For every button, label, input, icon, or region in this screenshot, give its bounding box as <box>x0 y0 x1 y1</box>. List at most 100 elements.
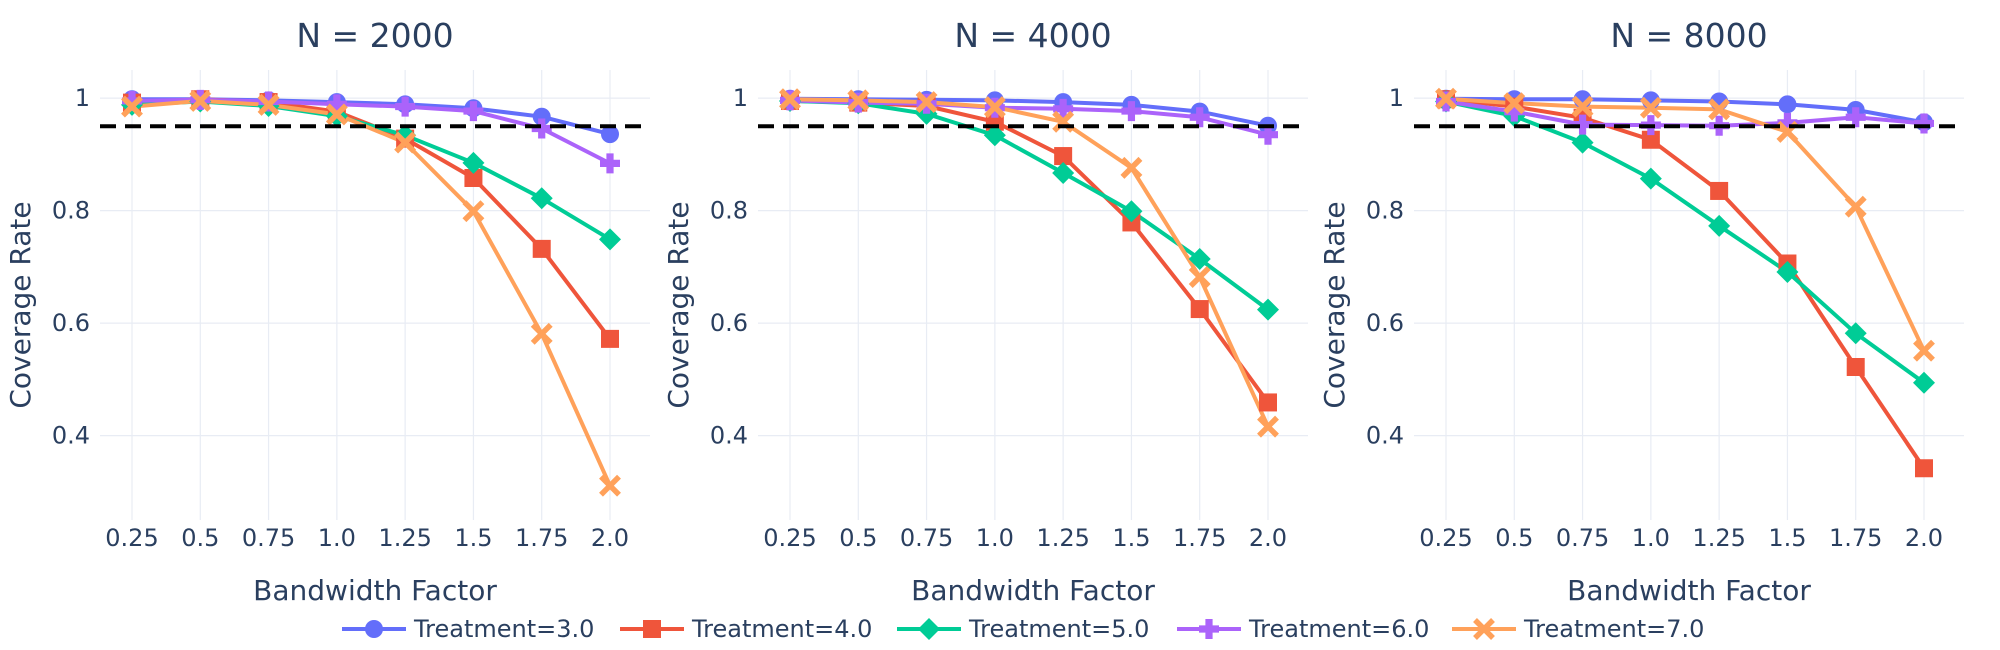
x-tick-label: 1.25 <box>378 524 431 552</box>
series-line-treatment-7-0 <box>789 97 1270 428</box>
data-point <box>1054 147 1073 166</box>
x-tick-label: 0.75 <box>1556 524 1609 552</box>
x-tick-label: 0.25 <box>105 524 158 552</box>
data-point <box>779 88 801 111</box>
y-tick-label: 0.4 <box>52 422 90 450</box>
data-point <box>600 153 620 174</box>
x-tick-label: 1.25 <box>1692 524 1745 552</box>
data-point <box>189 89 212 112</box>
data-point <box>1188 248 1211 270</box>
data-point <box>1189 107 1210 128</box>
y-axis-title: Coverage Rate <box>662 201 695 408</box>
x-axis-title: Bandwidth Factor <box>253 574 497 607</box>
y-axis-title: Coverage Rate <box>4 201 37 408</box>
legend-label: Treatment=4.0 <box>691 615 872 643</box>
data-point <box>599 474 621 497</box>
legend-label: Treatment=7.0 <box>1523 615 1704 643</box>
data-point <box>395 96 416 117</box>
legend-label: Treatment=5.0 <box>968 615 1149 643</box>
series-line-treatment-4-0 <box>1445 97 1926 470</box>
data-point <box>257 93 280 116</box>
y-tick-label: 0.8 <box>1366 197 1404 225</box>
y-axis-title: Coverage Rate <box>1318 201 1351 408</box>
data-point <box>1915 459 1933 478</box>
legend: Treatment=3.0 Treatment=4.0 Treatment=5.0 T… <box>342 615 1704 643</box>
y-tick-label: 1 <box>75 84 90 112</box>
data-point <box>532 239 551 258</box>
legend-marker <box>1473 618 1495 640</box>
y-tick-label: 0.8 <box>710 197 748 225</box>
x-tick-label: 0.75 <box>900 524 953 552</box>
x-axis-title: Bandwidth Factor <box>1567 574 1811 607</box>
data-point <box>1504 101 1525 122</box>
y-tick-label: 0.4 <box>1366 422 1404 450</box>
data-point <box>1188 266 1211 288</box>
y-tick-label: 1 <box>1389 84 1404 112</box>
x-tick-label: 0.75 <box>242 524 295 552</box>
data-point <box>1641 130 1660 149</box>
legend-marker <box>365 620 383 638</box>
x-tick-label: 0.25 <box>1419 524 1472 552</box>
data-point <box>1777 112 1798 133</box>
data-point <box>1913 371 1935 394</box>
data-point <box>1052 161 1075 184</box>
legend-item: Treatment=5.0 <box>897 615 1149 643</box>
data-point <box>1708 214 1731 237</box>
data-point <box>1190 300 1209 319</box>
legend-item: Treatment=7.0 <box>1452 615 1704 643</box>
data-point <box>1120 156 1143 179</box>
x-tick-label: 2.0 <box>591 524 629 552</box>
legend-item: Treatment=3.0 <box>342 615 594 643</box>
data-point <box>1121 101 1142 122</box>
chart-panel-1: 0.4 0.6 0.8 1 0.25 0.5 0.75 1.0 1.25 1.5 1.75 2.0 N … <box>4 16 650 607</box>
x-tick-label: 1.25 <box>1036 524 1089 552</box>
data-point <box>1257 298 1279 321</box>
data-point <box>983 96 1006 119</box>
legend-marker <box>643 620 661 638</box>
data-point <box>1844 195 1867 218</box>
data-point <box>122 90 142 111</box>
x-tick-label: 1.5 <box>1112 524 1150 552</box>
data-point <box>394 131 417 154</box>
x-tick-label: 1.5 <box>454 524 492 552</box>
data-point <box>1571 95 1594 118</box>
series-line-treatment-6-0 <box>789 98 1269 137</box>
data-point <box>1571 131 1594 154</box>
x-tick-label: 0.25 <box>763 524 816 552</box>
data-point <box>462 200 485 223</box>
series-line-treatment-3-0 <box>1445 96 1925 125</box>
series-line-treatment-5-0 <box>1445 99 1926 385</box>
chart-title: N = 8000 <box>1610 16 1767 55</box>
data-point <box>1122 213 1141 232</box>
data-point <box>601 329 619 348</box>
y-tick-label: 0.6 <box>710 309 748 337</box>
data-point <box>1914 113 1934 134</box>
legend-marker <box>1199 619 1219 639</box>
data-point <box>1053 98 1074 119</box>
data-point <box>530 322 553 345</box>
data-point <box>531 118 552 139</box>
chart-title: N = 4000 <box>954 16 1111 55</box>
series-line-treatment-6-0 <box>1445 99 1925 128</box>
data-point <box>1435 87 1457 110</box>
data-point <box>462 151 485 174</box>
data-point <box>1572 114 1593 135</box>
y-tick-label: 0.4 <box>710 422 748 450</box>
legend-label: Treatment=6.0 <box>1248 615 1429 643</box>
data-point <box>464 169 483 187</box>
data-point <box>532 107 551 126</box>
y-tick-label: 1 <box>733 84 748 112</box>
data-point <box>1120 200 1143 223</box>
data-point <box>1708 98 1731 121</box>
data-point <box>121 95 143 118</box>
x-tick-label: 1.5 <box>1768 524 1806 552</box>
x-tick-label: 1.0 <box>976 524 1014 552</box>
x-tick-label: 1.0 <box>1632 524 1670 552</box>
legend-item: Treatment=6.0 <box>1177 615 1429 643</box>
data-point <box>847 89 870 112</box>
x-tick-label: 2.0 <box>1249 524 1287 552</box>
x-tick-label: 0.5 <box>1495 524 1533 552</box>
chart-panel-3: 0.4 0.6 0.8 1 0.25 0.5 0.75 1.0 1.25 1.5 1.75 2.0 N … <box>1318 16 1964 607</box>
